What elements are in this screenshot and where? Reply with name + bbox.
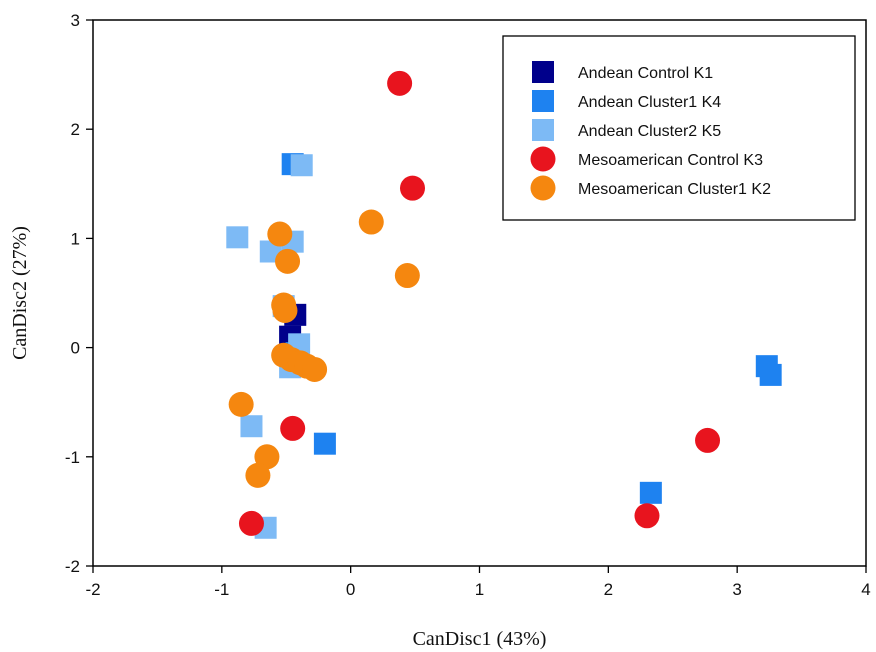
legend-label: Andean Cluster2 K5 — [578, 123, 721, 140]
legend-label: Andean Control K1 — [578, 65, 713, 82]
y-tick-label: 1 — [71, 229, 80, 248]
legend-label: Andean Cluster1 K4 — [578, 94, 721, 111]
data-point-circle — [400, 175, 426, 201]
data-point-square — [240, 415, 263, 438]
x-axis-title: CanDisc1 (43%) — [413, 628, 547, 650]
data-point-square — [226, 226, 249, 249]
legend-swatch-square — [532, 119, 554, 141]
y-axis-title: CanDisc2 (27%) — [9, 226, 31, 360]
data-point-circle — [267, 221, 293, 247]
x-tick-label: 1 — [475, 580, 484, 599]
data-point-circle — [238, 510, 264, 536]
legend-swatch-square — [532, 90, 554, 112]
data-point-circle — [695, 427, 721, 453]
data-point-circle — [254, 444, 280, 470]
data-point-square — [759, 363, 782, 386]
data-point-square — [639, 481, 662, 504]
y-tick-label: 0 — [71, 339, 80, 358]
x-tick-label: 3 — [732, 580, 741, 599]
legend-swatch-circle — [530, 146, 556, 172]
data-point-circle — [272, 297, 298, 323]
data-point-circle — [358, 209, 384, 235]
legend: Andean Control K1 Andean Cluster1 K4 Andea… — [502, 35, 856, 221]
data-point-square — [290, 154, 313, 177]
legend-swatch-circle — [530, 175, 556, 201]
data-point-square — [313, 432, 336, 455]
legend-label: Mesoamerican Cluster1 K2 — [578, 181, 771, 198]
data-point-circle — [634, 503, 660, 529]
x-tick-label: 4 — [861, 580, 870, 599]
legend-box — [502, 35, 856, 221]
x-tick-label: -1 — [214, 580, 229, 599]
data-point-circle — [394, 263, 420, 289]
y-tick-label: -2 — [65, 557, 80, 576]
axes: -2 -1 0 1 2 3 4 -2 -1 0 1 2 3 — [65, 11, 871, 599]
y-tick-label: -1 — [65, 448, 80, 467]
data-point-circle — [302, 356, 328, 382]
x-tick-label: 2 — [604, 580, 613, 599]
legend-swatch-square — [532, 61, 554, 83]
data-point-circle — [245, 462, 271, 488]
y-tick-label: 3 — [71, 11, 80, 30]
data-point-circle — [387, 70, 413, 96]
data-point-circle — [228, 391, 254, 417]
data-point-circle — [280, 415, 306, 441]
data-points — [226, 70, 782, 539]
x-tick-label: 0 — [346, 580, 355, 599]
x-tick-label: -2 — [85, 580, 100, 599]
data-point-circle — [275, 248, 301, 274]
legend-label: Mesoamerican Control K3 — [578, 152, 763, 169]
y-tick-label: 2 — [71, 120, 80, 139]
